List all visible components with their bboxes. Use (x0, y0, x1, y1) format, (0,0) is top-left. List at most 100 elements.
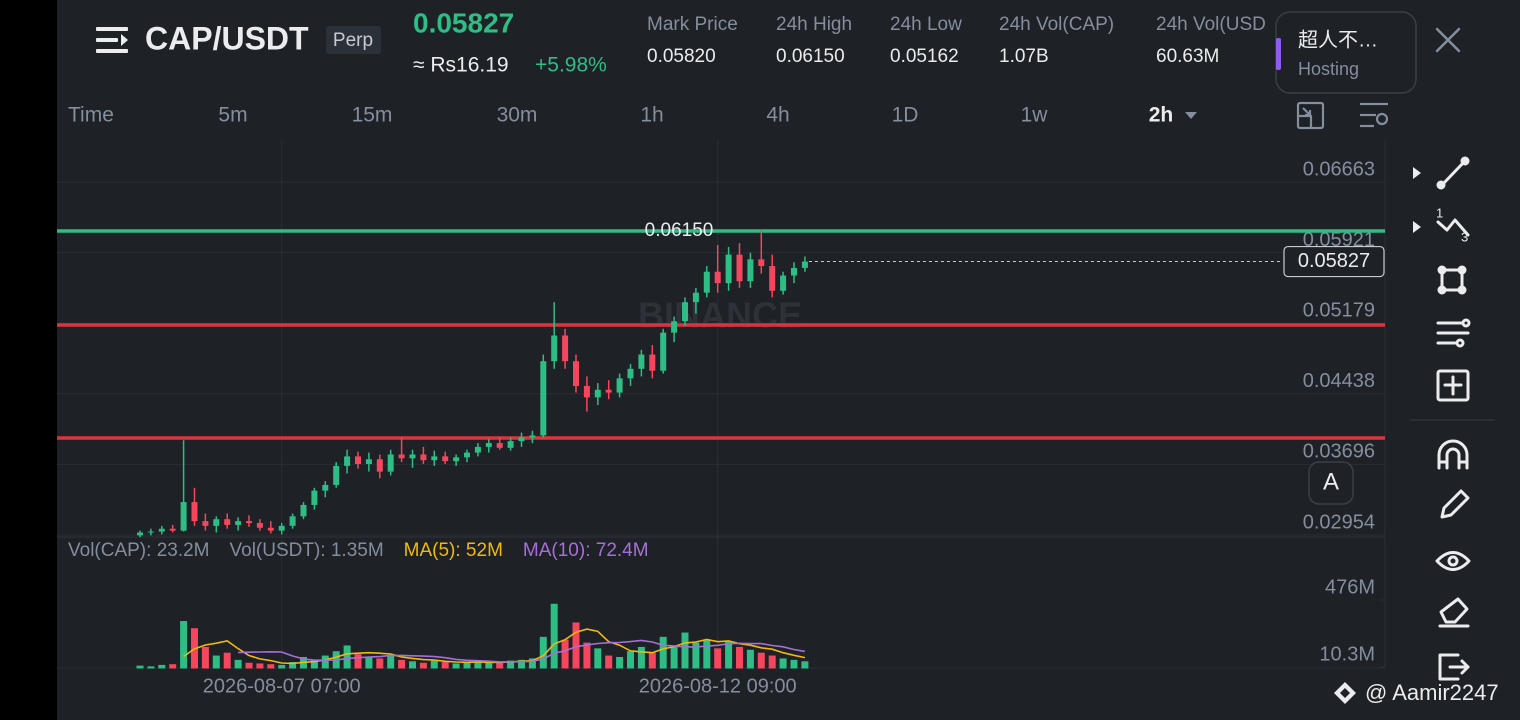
expand-arrow[interactable] (1413, 167, 1421, 179)
volume-bar (343, 645, 351, 669)
candle-body (322, 484, 329, 491)
volume-bar (245, 662, 253, 669)
candle-body (780, 275, 787, 291)
volume-bar (212, 655, 220, 669)
volume-bar (725, 641, 733, 669)
eraser-tool[interactable] (1438, 597, 1470, 628)
volume-bar (637, 646, 645, 669)
interval-caret[interactable] (1185, 112, 1197, 119)
interval-tab[interactable]: 30m (497, 104, 538, 127)
candle-body (398, 454, 405, 459)
candle-body (267, 527, 274, 531)
candle-body (540, 361, 547, 436)
volume-bar (158, 664, 166, 669)
close-button[interactable] (1435, 27, 1461, 53)
candle-body (507, 441, 514, 448)
drawing-toolbar: 13 (1410, 156, 1495, 681)
interval-tab[interactable]: 1w (1021, 104, 1049, 127)
popup[interactable] (1275, 11, 1417, 94)
volume-tick-label: 476M (1325, 576, 1375, 598)
volume-bar (474, 661, 482, 669)
candle-body (464, 452, 470, 458)
interval-tab[interactable]: 4h (766, 104, 789, 127)
volume-bar (561, 639, 569, 669)
candle-body (616, 378, 623, 393)
volume-bar (256, 663, 264, 669)
shape-tool[interactable] (1437, 265, 1467, 295)
stat-label: 24h High (776, 14, 852, 35)
price-change: +5.98% (535, 54, 607, 77)
volume-bar (234, 659, 242, 669)
candle-body (344, 456, 351, 466)
interval-tab[interactable]: 15m (352, 104, 393, 127)
volume-bar (670, 645, 678, 669)
volume-bar (365, 656, 373, 669)
stat-value: 0.05162 (890, 46, 959, 67)
wave-tool[interactable]: 13 (1436, 205, 1470, 244)
y-tick-label: 0.04438 (1303, 370, 1375, 392)
interval-tab[interactable]: 5m (218, 104, 247, 127)
volume-bar (387, 655, 395, 669)
volume-bar (147, 666, 155, 669)
volume-bar (354, 654, 362, 669)
candle-body (246, 521, 252, 524)
volume-bar (528, 658, 536, 669)
volume-bar (180, 621, 188, 669)
volume-bar (790, 659, 798, 669)
stat-value: 0.06150 (776, 46, 845, 67)
auto-scale-button[interactable] (1308, 461, 1354, 505)
x-tick-label: 2026-08-12 09:00 (639, 675, 797, 697)
candle-body (169, 528, 176, 531)
settings-icon[interactable] (1360, 102, 1389, 128)
candle-body (431, 456, 438, 461)
exit-tool[interactable] (1438, 653, 1470, 681)
badge-bg (326, 26, 381, 54)
volume-bar (409, 661, 416, 669)
expand-arrow[interactable] (1413, 221, 1421, 233)
candle-body (529, 435, 536, 438)
candle-body (224, 519, 231, 525)
magnet-tool[interactable] (1437, 439, 1469, 470)
interval-tab[interactable]: 2h (1149, 104, 1174, 127)
candle-body (485, 443, 492, 447)
menu-icon[interactable] (96, 27, 128, 53)
visibility-tool[interactable] (1435, 551, 1471, 571)
volume-bar (594, 648, 602, 669)
auto-scale-label[interactable]: A (1323, 468, 1339, 495)
candle-body (736, 254, 743, 282)
volume-tick-label: 10.3M (1319, 643, 1375, 665)
stat-label: 24h Vol(USD (1156, 14, 1266, 35)
candle-body (594, 389, 601, 398)
candle-body (518, 437, 525, 442)
layout-icon[interactable] (1296, 101, 1325, 130)
candle-body (551, 335, 558, 362)
volume-bar (310, 659, 318, 669)
volume-bar (321, 655, 329, 669)
volume-bar (419, 662, 427, 669)
symbol[interactable]: CAP/USDT (145, 20, 309, 56)
interval-tab[interactable]: 1h (640, 104, 663, 127)
measure-tool[interactable] (1436, 369, 1470, 402)
pencil-tool[interactable] (1440, 489, 1470, 519)
app-background (57, 0, 1520, 720)
interval-tab[interactable]: 1D (892, 104, 919, 127)
volume-bar (779, 658, 787, 669)
candle-body (791, 267, 797, 276)
interval-tab[interactable]: Time (68, 104, 114, 127)
candle-body (649, 354, 656, 371)
candle-body (758, 259, 765, 267)
candle-body (660, 332, 667, 371)
candle-body (562, 335, 569, 362)
volume-bar (267, 664, 275, 669)
y-tick-label: 0.02954 (1303, 511, 1375, 533)
candle-body (355, 456, 361, 464)
last-price-label: 0.05827 (1298, 250, 1370, 272)
volume-bar (659, 636, 667, 669)
candle-body (158, 528, 165, 532)
interval-bar: Time 5m 15m 30m 1h 4h 1D 1w 2h (68, 104, 1173, 127)
fib-tool[interactable] (1436, 318, 1471, 348)
candle-body (202, 521, 209, 526)
candle-body (725, 254, 732, 284)
line-tool[interactable] (1436, 156, 1470, 190)
y-tick-label: 0.05179 (1303, 300, 1375, 322)
